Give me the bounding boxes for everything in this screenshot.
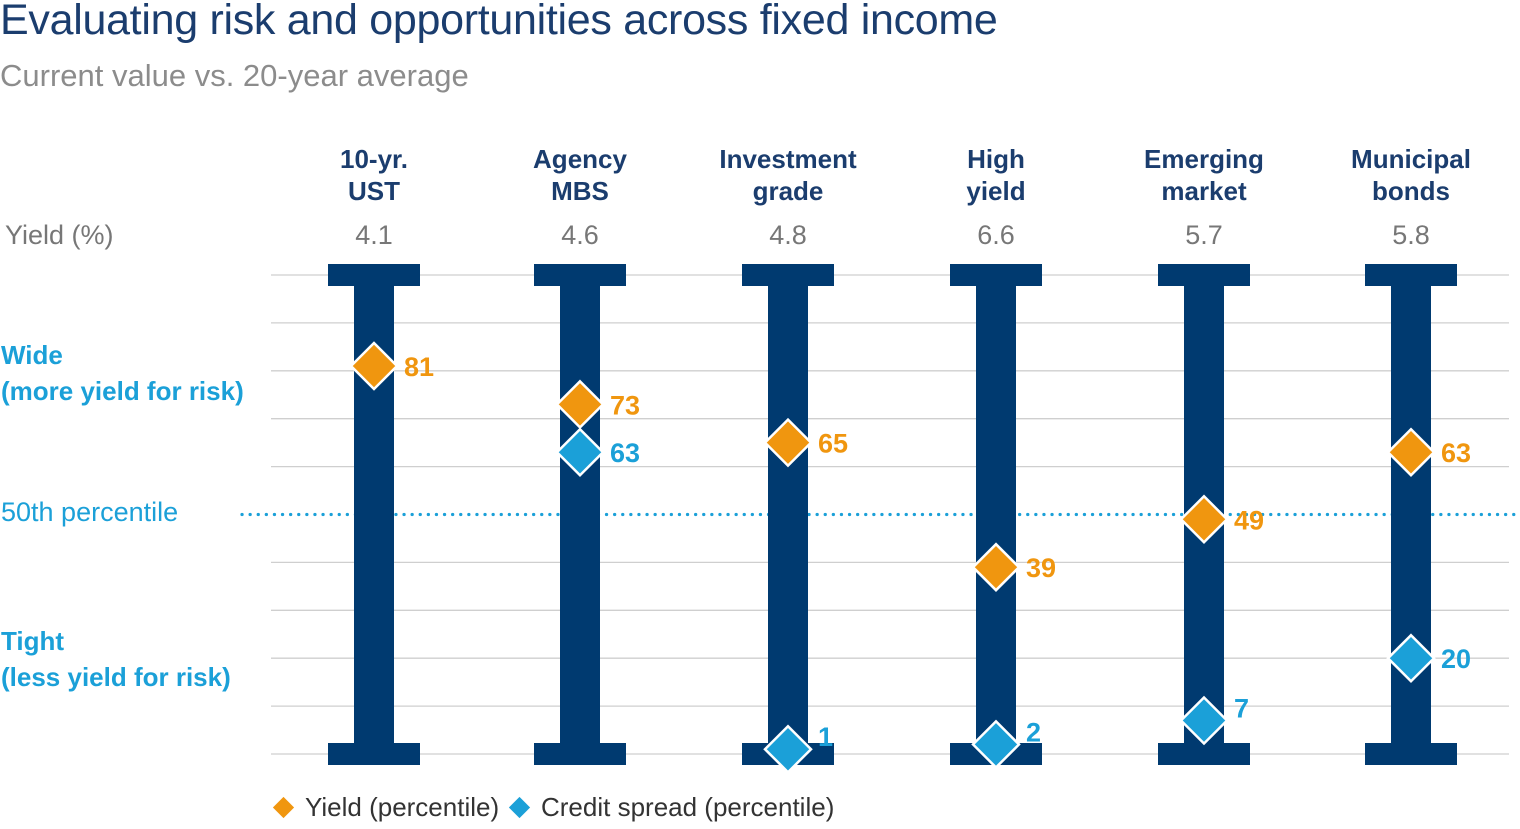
data-label: 39 (1026, 553, 1056, 583)
data-label: 63 (1441, 438, 1471, 468)
range-bar (976, 264, 1016, 765)
range-bar-top-cap (534, 264, 626, 286)
range-bar (768, 264, 808, 765)
yield-percentile-marker (555, 379, 605, 430)
yield-header: Yield (%) (5, 220, 114, 250)
category-label: High yield (966, 144, 1026, 206)
legend-marker-yield (272, 796, 295, 819)
data-label: 81 (404, 352, 434, 382)
data-label: 73 (610, 390, 640, 420)
legend-marker-credit-spread (508, 796, 531, 819)
range-bar-top-cap (1158, 264, 1250, 286)
yield-percentile-marker (349, 341, 399, 391)
chart-title: Evaluating risk and opportunities across… (0, 0, 998, 44)
range-bar-top-cap (328, 264, 420, 286)
legend-item-yield: Yield (percentile) (272, 792, 500, 823)
data-label: 49 (1234, 505, 1264, 535)
reference-line-label: 50th percentile (1, 497, 179, 527)
data-label: 63 (610, 438, 640, 468)
yield-percentile-marker (763, 417, 813, 468)
yield-value: 5.8 (1392, 220, 1430, 250)
range-bar-bottom-cap (1365, 743, 1457, 765)
credit-spread-percentile-marker (1386, 633, 1436, 683)
category-label: Emerging market (1144, 144, 1264, 206)
data-label: 2 (1026, 717, 1041, 747)
data-label: 7 (1234, 693, 1249, 723)
credit-spread-percentile-marker (1179, 695, 1229, 746)
yield-value: 4.6 (561, 220, 599, 250)
range-bar-bottom-cap (328, 743, 420, 765)
data-label: 20 (1441, 644, 1471, 674)
credit-spread-percentile-marker (763, 724, 813, 774)
yield-percentile-marker (1179, 494, 1229, 545)
yield-percentile-marker (971, 542, 1021, 592)
range-bar-top-cap (950, 264, 1042, 286)
range-bar-bottom-cap (1158, 743, 1250, 765)
legend-label: Yield (percentile) (305, 792, 500, 822)
yield-percentile-marker (1386, 427, 1436, 477)
range-bar (1391, 264, 1431, 765)
range-bar (560, 264, 600, 765)
yield-value: 4.1 (355, 220, 393, 250)
category-label: Investment grade (719, 144, 857, 206)
category-label: 10-yr. UST (340, 144, 408, 206)
wide-zone-label: Wide (more yield for risk) (1, 340, 244, 406)
data-label: 65 (818, 429, 848, 459)
category-label: Municipal bonds (1351, 144, 1471, 206)
legend-label: Credit spread (percentile) (541, 792, 835, 822)
range-bar-top-cap (1365, 264, 1457, 286)
range-bar-top-cap (742, 264, 834, 286)
chart-subtitle: Current value vs. 20-year average (0, 58, 469, 93)
category-label: Agency MBS (533, 144, 627, 206)
data-label: 1 (818, 722, 833, 752)
yield-value: 5.7 (1185, 220, 1223, 250)
yield-value: 6.6 (977, 220, 1015, 250)
range-bar (354, 264, 394, 765)
credit-spread-percentile-marker (555, 427, 605, 477)
yield-value: 4.8 (769, 220, 807, 250)
range-bar-bottom-cap (534, 743, 626, 765)
credit-spread-percentile-marker (971, 719, 1021, 770)
legend-item-credit-spread: Credit spread (percentile) (508, 792, 835, 823)
tight-zone-label: Tight (less yield for risk) (1, 626, 231, 692)
